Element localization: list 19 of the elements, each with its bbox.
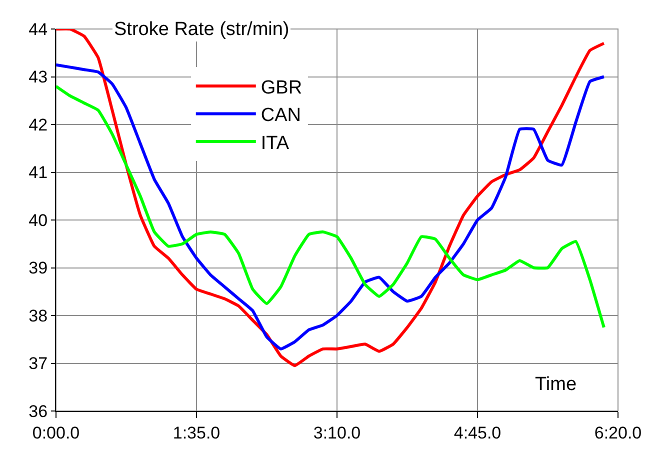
y-tick-label: 36 (28, 402, 48, 421)
y-tick-label: 39 (28, 258, 48, 278)
y-tick-label: 41 (28, 163, 48, 182)
y-tick-label: 40 (28, 210, 48, 230)
y-tick-label: 37 (28, 354, 48, 374)
legend-label: CAN (260, 105, 302, 126)
x-tick-label: 1:35.0 (172, 423, 220, 442)
y-axis-title: Stroke Rate (str/min) (114, 19, 290, 40)
x-tick-label: 0:00.0 (32, 423, 80, 442)
legend-label: GBR (260, 77, 302, 98)
x-tick-label: 4:45.0 (454, 423, 502, 442)
y-tick-label: 44 (28, 20, 48, 39)
x-axis-title: Time (535, 374, 577, 395)
y-tick-label: 43 (28, 68, 48, 87)
x-tick-label: 3:10.0 (313, 423, 361, 442)
y-tick-label: 42 (28, 115, 48, 134)
x-tick-label: 6:20.0 (594, 423, 642, 442)
y-tick-label: 38 (28, 306, 48, 326)
legend-label: ITA (260, 132, 290, 154)
